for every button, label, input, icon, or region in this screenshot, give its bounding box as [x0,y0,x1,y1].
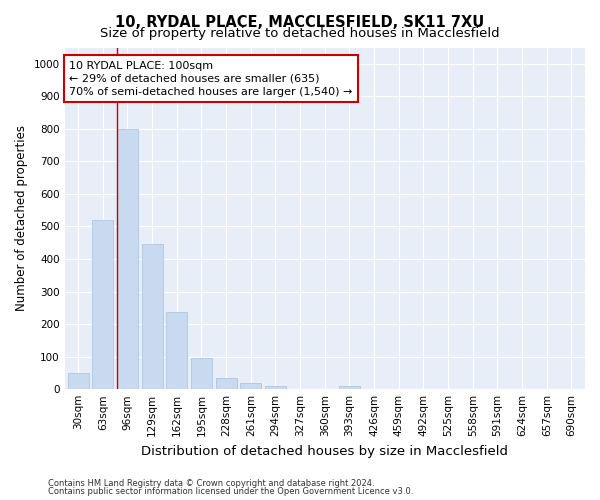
Text: Contains HM Land Registry data © Crown copyright and database right 2024.: Contains HM Land Registry data © Crown c… [48,478,374,488]
Bar [166,312,187,389]
X-axis label: Distribution of detached houses by size in Macclesfield: Distribution of detached houses by size … [141,444,508,458]
Y-axis label: Number of detached properties: Number of detached properties [15,126,28,312]
Text: 10, RYDAL PLACE, MACCLESFIELD, SK11 7XU: 10, RYDAL PLACE, MACCLESFIELD, SK11 7XU [115,15,485,30]
Bar [265,386,286,389]
Bar [117,129,138,389]
Bar [191,358,212,389]
Bar [339,386,360,389]
Bar [68,373,89,389]
Text: Size of property relative to detached houses in Macclesfield: Size of property relative to detached ho… [100,28,500,40]
Text: 10 RYDAL PLACE: 100sqm
← 29% of detached houses are smaller (635)
70% of semi-de: 10 RYDAL PLACE: 100sqm ← 29% of detached… [70,60,353,97]
Bar [215,378,236,389]
Text: Contains public sector information licensed under the Open Government Licence v3: Contains public sector information licen… [48,487,413,496]
Bar [142,244,163,389]
Bar [92,220,113,389]
Bar [240,384,261,389]
